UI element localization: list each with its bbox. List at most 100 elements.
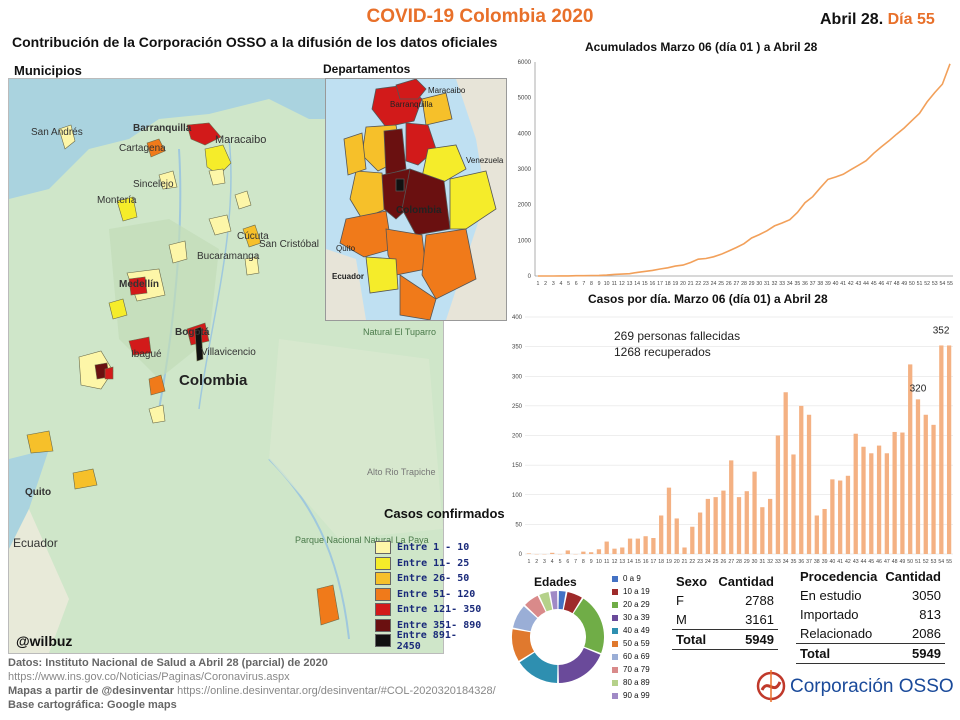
legend-item: Entre 891- 2450 [375,630,485,652]
x-tick-label: 11 [612,281,617,287]
ages-legend: 0 a 9 10 a 19 20 a 29 30 a 39 40 a 49 50 a 59… [612,572,650,702]
legend-label: Entre 51- 120 [397,588,476,600]
sexo-total-label: Total [676,632,707,647]
x-tick-label: 13 [627,281,633,287]
daily-bar [869,453,874,554]
daily-bar [946,345,952,554]
ages-legend-label: 50 a 59 [623,639,650,648]
map-label-medellin: Medellín [119,279,159,290]
ages-legend-swatch [612,692,618,699]
ages-legend-label: 30 a 39 [623,613,650,622]
inset-label-venezuela: Venezuela [466,156,504,165]
procedencia-header-cantidad: Cantidad [885,569,941,584]
y-tick-label: 300 [512,374,523,380]
x-tick-label: 28 [741,281,747,287]
x-tick-label: 53 [932,281,938,287]
x-tick-label: 24 [705,559,711,565]
x-tick-label: 39 [822,559,828,565]
x-tick-label: 34 [787,281,793,287]
daily-bar [736,497,742,554]
daily-bar [783,392,788,554]
map-label-maracaibo: Maracaibo [215,134,266,146]
x-tick-label: 14 [634,281,640,287]
sexo-cell: M [676,612,687,627]
x-tick-label: 16 [650,281,656,287]
procedencia-total-row: Total 5949 [796,643,945,664]
x-tick-label: 21 [682,559,688,565]
x-tick-label: 31 [764,281,770,287]
map-label-san-cristobal: San Cristóbal [259,239,319,250]
x-tick-label: 9 [598,281,601,287]
chart-annotation: 1268 recuperados [614,345,711,359]
x-tick-label: 45 [871,281,877,287]
x-tick-label: 27 [733,281,739,287]
sexo-table: Sexo Cantidad F 2788 M 3161 Total 5949 [672,572,778,650]
ages-legend-label: 80 a 89 [623,678,650,687]
footer-mapas-url[interactable]: https://online.desinventar.org/desinvent… [177,685,496,697]
daily-bar [775,435,781,554]
daily-bar [876,445,882,554]
daily-bar [908,364,913,554]
ages-legend-label: 20 a 29 [623,600,650,609]
x-tick-label: 48 [892,559,898,565]
x-tick-label: 31 [759,559,765,565]
footer-datos-url[interactable]: https://www.ins.gov.co/Noticias/Paginas/… [8,671,290,683]
x-tick-label: 32 [767,559,773,565]
ages-legend-swatch [612,666,618,673]
x-tick-label: 35 [791,559,797,565]
ages-legend-item: 50 a 59 [612,637,650,650]
x-tick-label: 20 [674,559,680,565]
sexo-header-cantidad: Cantidad [718,574,774,589]
sexo-cell: 3161 [745,612,774,627]
daily-bar [931,424,936,554]
daily-bar [853,433,858,554]
x-tick-label: 49 [901,281,907,287]
ages-legend-item: 30 a 39 [612,611,650,624]
daily-bar [635,538,640,554]
age-slice [550,591,558,610]
x-tick-label: 50 [909,281,915,287]
footer-mapas: Mapas a partir de @desinventar https://o… [8,685,496,697]
daily-bar [760,507,765,554]
ages-legend-label: 60 a 69 [623,652,650,661]
x-tick-label: 19 [666,559,672,565]
daily-bar [674,518,679,554]
y-tick-label: 400 [512,315,523,321]
x-tick-label: 5 [567,281,570,287]
x-tick-label: 1 [537,281,540,287]
ages-legend-swatch [612,627,618,634]
ages-legend-swatch [612,588,618,595]
y-tick-label: 50 [515,522,522,528]
footer-mapas-text: Mapas a partir de @desinventar [8,685,175,697]
ages-title: Edades [534,575,577,589]
daily-bar [550,552,555,554]
legend-swatch [375,634,391,648]
daily-bar [923,414,928,554]
legend-label: Entre 121- 350 [397,604,482,616]
legend-label: Entre 1 - 10 [397,542,470,554]
procedencia-cell: En estudio [800,588,862,603]
x-tick-label: 54 [939,281,945,287]
x-tick-label: 41 [837,559,843,565]
y-tick-label: 1000 [518,238,532,244]
ages-legend-swatch [612,679,618,686]
x-tick-label: 54 [938,559,944,565]
y-tick-label: 0 [519,552,523,558]
x-tick-label: 19 [672,281,678,287]
x-tick-label: 17 [657,281,663,287]
day-count: Día 55 [887,11,935,28]
municipios-label: Municipios [14,63,82,78]
map-label-cucuta: Cúcuta [237,231,269,242]
map-label-bogota: Bogotá [175,327,210,338]
y-tick-label: 200 [512,434,523,440]
ages-legend-label: 10 a 19 [623,587,650,596]
x-tick-label: 26 [726,281,732,287]
legend-swatch [375,541,391,555]
daily-bar [713,497,718,554]
y-tick-label: 4000 [518,131,532,137]
legend-swatch [375,587,391,601]
x-tick-label: 10 [604,281,610,287]
ages-legend-label: 90 a 99 [623,691,650,700]
x-tick-label: 5 [559,559,562,565]
